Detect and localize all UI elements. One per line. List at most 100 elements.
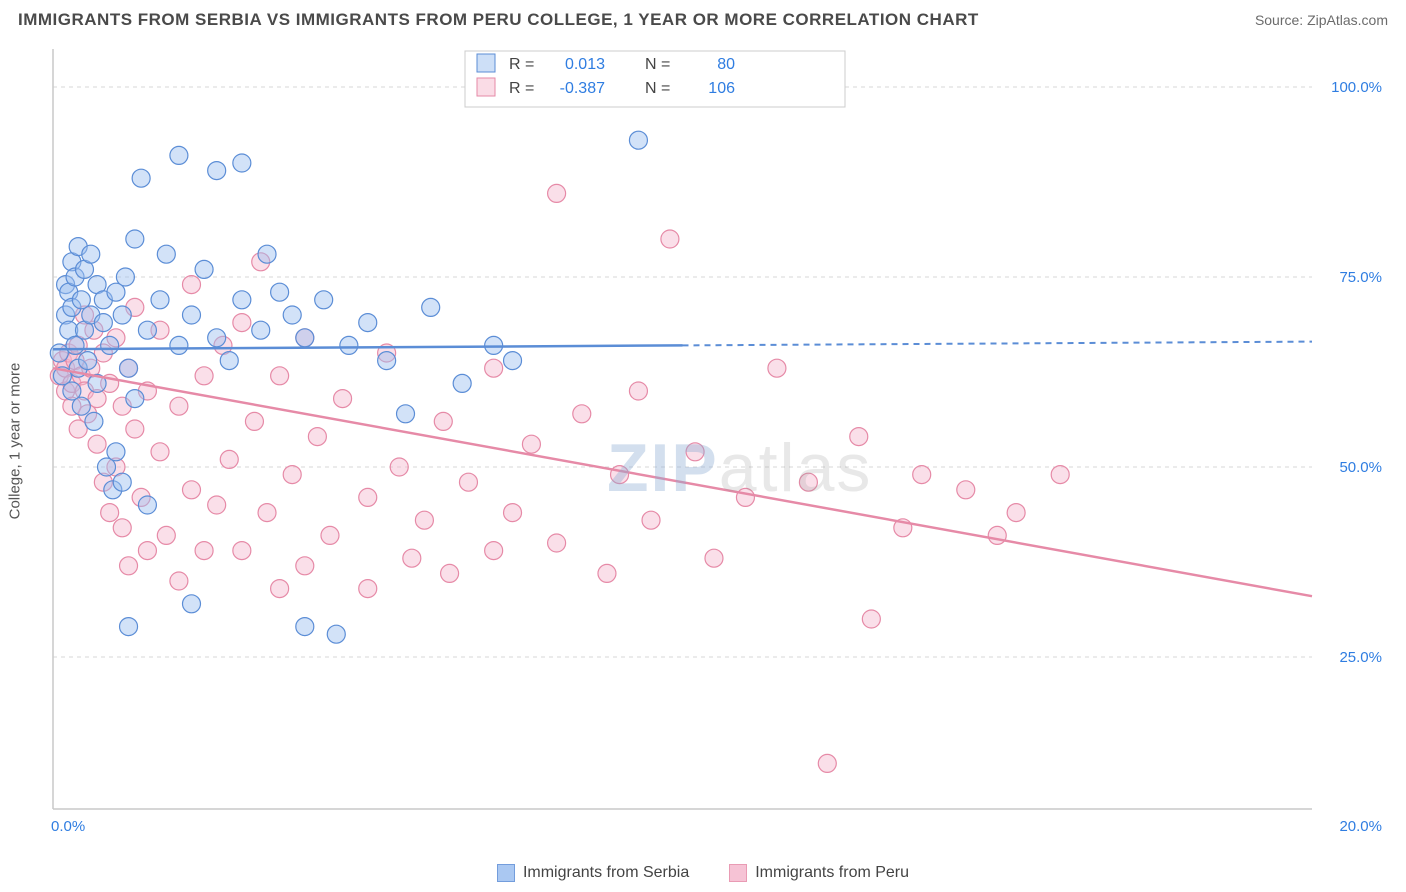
chart-title: IMMIGRANTS FROM SERBIA VS IMMIGRANTS FRO… <box>18 10 979 30</box>
data-point <box>988 526 1006 544</box>
data-point <box>182 595 200 613</box>
legend-r-label: R = <box>509 56 534 73</box>
data-point <box>233 154 251 172</box>
data-point <box>220 450 238 468</box>
data-point <box>1051 466 1069 484</box>
legend-n-label: N = <box>645 56 670 73</box>
data-point <box>258 245 276 263</box>
data-point <box>208 496 226 514</box>
bottom-legend: Immigrants from Serbia Immigrants from Pe… <box>0 864 1406 882</box>
data-point <box>72 397 90 415</box>
data-point <box>170 146 188 164</box>
data-point <box>548 184 566 202</box>
data-point <box>390 458 408 476</box>
source-label: Source: ZipAtlas.com <box>1255 12 1388 28</box>
data-point <box>157 245 175 263</box>
data-point <box>862 610 880 628</box>
data-point <box>359 580 377 598</box>
data-point <box>397 405 415 423</box>
data-point <box>120 618 138 636</box>
data-point <box>321 526 339 544</box>
data-point <box>434 412 452 430</box>
data-point <box>1007 504 1025 522</box>
data-point <box>220 352 238 370</box>
data-point <box>113 519 131 537</box>
data-point <box>113 473 131 491</box>
data-point <box>598 564 616 582</box>
data-point <box>233 314 251 332</box>
data-point <box>195 367 213 385</box>
data-point <box>132 169 150 187</box>
data-point <box>327 625 345 643</box>
data-point <box>485 359 503 377</box>
data-point <box>252 321 270 339</box>
data-point <box>913 466 931 484</box>
legend-r-label: R = <box>509 80 534 97</box>
legend-item: Immigrants from Peru <box>729 864 909 882</box>
data-point <box>101 336 119 354</box>
data-point <box>245 412 263 430</box>
y-axis-label: College, 1 year or more <box>7 363 24 520</box>
data-point <box>208 162 226 180</box>
data-point <box>548 534 566 552</box>
data-point <box>170 397 188 415</box>
data-point <box>799 473 817 491</box>
data-point <box>611 466 629 484</box>
data-point <box>359 314 377 332</box>
data-point <box>120 557 138 575</box>
data-point <box>296 329 314 347</box>
data-point <box>151 443 169 461</box>
y-tick-label: 100.0% <box>1331 79 1382 96</box>
data-point <box>258 504 276 522</box>
data-point <box>101 504 119 522</box>
legend-swatch <box>477 78 495 96</box>
data-point <box>271 367 289 385</box>
legend-n-label: N = <box>645 80 670 97</box>
data-point <box>296 557 314 575</box>
data-point <box>195 260 213 278</box>
data-point <box>182 481 200 499</box>
data-point <box>116 268 134 286</box>
data-point <box>120 359 138 377</box>
legend-n-value: 80 <box>717 56 735 73</box>
data-point <box>126 230 144 248</box>
data-point <box>271 283 289 301</box>
data-point <box>138 542 156 560</box>
legend-swatch <box>477 54 495 72</box>
data-point <box>403 549 421 567</box>
data-point <box>485 542 503 560</box>
trend-line-extrapolated <box>683 342 1313 346</box>
data-point <box>334 390 352 408</box>
data-point <box>126 420 144 438</box>
legend-label: Immigrants from Peru <box>755 864 909 882</box>
data-point <box>315 291 333 309</box>
data-point <box>504 352 522 370</box>
y-tick-label: 75.0% <box>1339 269 1382 286</box>
data-point <box>378 352 396 370</box>
data-point <box>182 276 200 294</box>
x-tick-label: 20.0% <box>1339 818 1382 835</box>
data-point <box>422 298 440 316</box>
data-point <box>768 359 786 377</box>
data-point <box>79 352 97 370</box>
data-point <box>113 306 131 324</box>
data-point <box>182 306 200 324</box>
data-point <box>686 443 704 461</box>
legend-label: Immigrants from Serbia <box>523 864 689 882</box>
data-point <box>957 481 975 499</box>
data-point <box>283 306 301 324</box>
scatter-plot: 25.0%50.0%75.0%100.0%0.0%20.0%R =0.013N … <box>45 45 1392 837</box>
data-point <box>138 496 156 514</box>
data-point <box>126 390 144 408</box>
data-point <box>504 504 522 522</box>
legend-n-value: 106 <box>708 80 735 97</box>
data-point <box>233 542 251 560</box>
data-point <box>573 405 591 423</box>
data-point <box>453 374 471 392</box>
data-point <box>271 580 289 598</box>
data-point <box>296 618 314 636</box>
legend-swatch <box>729 864 747 882</box>
data-point <box>661 230 679 248</box>
data-point <box>233 291 251 309</box>
data-point <box>88 435 106 453</box>
